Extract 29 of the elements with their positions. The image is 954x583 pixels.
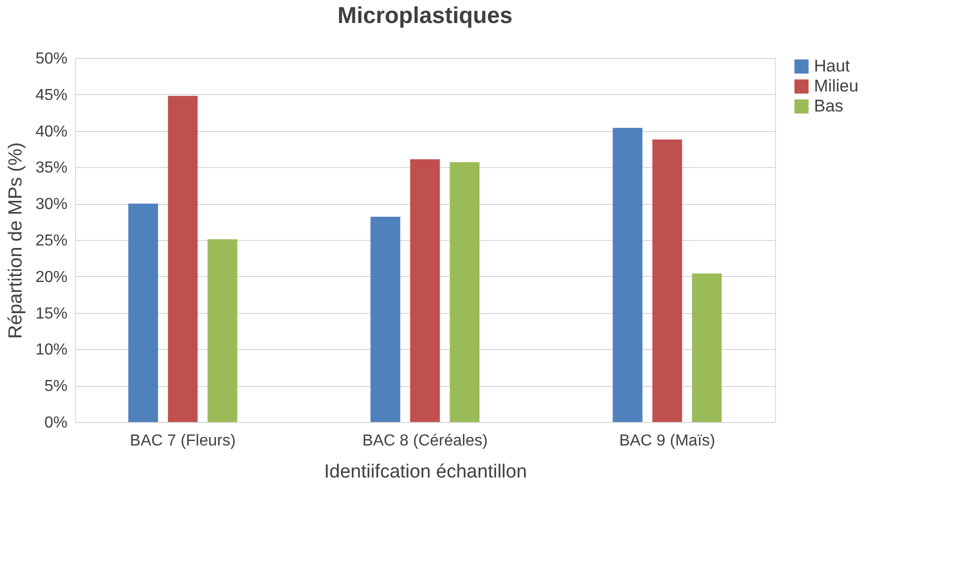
y-tick-label: 35% [35,160,68,177]
bar [652,140,682,422]
y-tick-label: 15% [35,305,68,322]
y-tick-label: 10% [35,342,68,359]
x-tick-label: BAC 7 (Fleurs) [130,432,236,450]
x-axis-title: Identiifcation échantillon [324,462,527,482]
y-tick-label: 50% [35,50,68,68]
legend-label: Milieu [814,76,858,96]
chart-title: Microplastiques [337,2,513,28]
y-tick-label: 0% [44,414,68,432]
y-tick-label: 40% [35,123,68,140]
x-tick-label: BAC 8 (Céréales) [362,432,488,450]
bar [370,216,400,422]
y-tick-label: 25% [35,232,68,250]
y-tick-label: 5% [44,378,68,396]
y-tick-label: 45% [35,86,68,104]
legend-label: Haut [814,56,850,76]
bar [128,204,158,422]
bar [208,239,238,422]
y-tick-label: 30% [35,196,68,214]
bar [168,96,198,422]
bar [450,162,480,422]
bar [410,159,440,422]
y-axis-title: Répartition de MPs (%) [5,142,26,339]
bar [612,128,642,422]
legend-label: Bas [814,96,844,116]
x-tick-label: BAC 9 (Maïs) [619,432,716,450]
y-tick-label: 20% [35,268,68,286]
bar [692,273,722,422]
